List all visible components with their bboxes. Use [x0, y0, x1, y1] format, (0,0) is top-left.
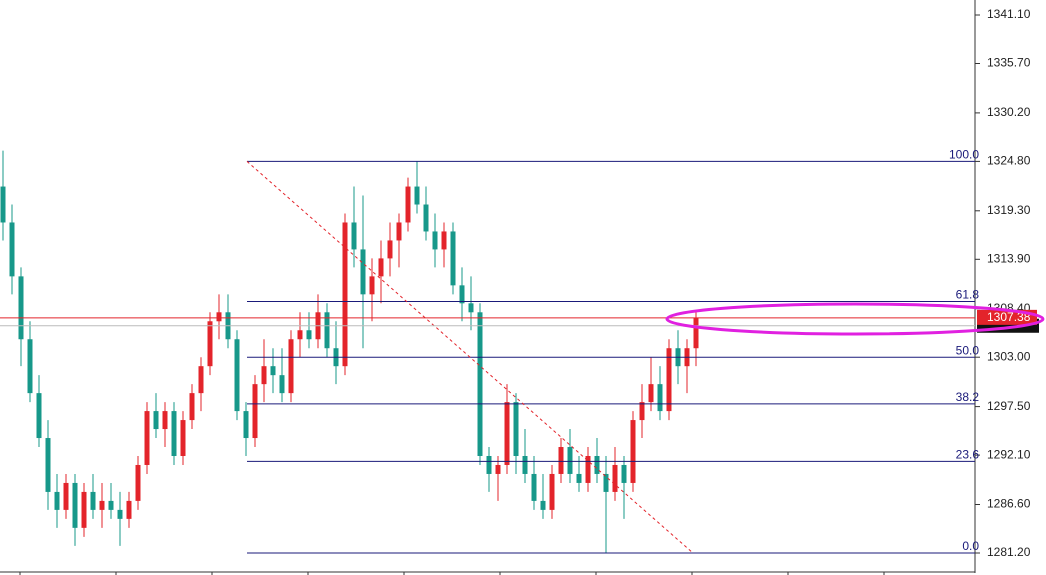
- candle-body: [288, 339, 294, 394]
- candle-body: [81, 491, 87, 528]
- candle-body: [621, 464, 627, 483]
- candle-body: [405, 186, 411, 223]
- candle-body: [279, 375, 285, 394]
- candle-body: [18, 276, 24, 340]
- y-tick-label: 1335.70: [987, 56, 1031, 70]
- candle-body: [90, 491, 96, 510]
- candle-body: [648, 384, 654, 403]
- candle-body: [243, 411, 249, 439]
- candle-body: [540, 500, 546, 510]
- candle-body: [450, 231, 456, 286]
- y-tick-label: 1281.20: [987, 545, 1031, 559]
- candle-body: [45, 438, 51, 492]
- candle-body: [207, 321, 213, 367]
- candle-body: [261, 366, 267, 385]
- candle-body: [531, 473, 537, 501]
- candle-body: [558, 447, 564, 474]
- candle-body: [549, 473, 555, 510]
- candle-body: [576, 473, 582, 483]
- candle-body: [567, 447, 573, 474]
- candle-body: [657, 384, 663, 412]
- candle-body: [99, 500, 105, 510]
- candle-body: [513, 402, 519, 456]
- candle-body: [378, 258, 384, 277]
- candle-body: [27, 339, 33, 394]
- candle-body: [630, 420, 636, 483]
- candle-body: [63, 482, 69, 510]
- fib-level-label: 61.8: [956, 288, 980, 302]
- candle-body: [594, 455, 600, 474]
- layer: 1341.10 1335.70 1330.20 1324.80 1319.30 1313.…: [975, 7, 1031, 559]
- candle-body: [693, 317, 699, 349]
- candle-body: [306, 330, 312, 340]
- candle-body: [459, 285, 465, 304]
- candle-body: [612, 464, 618, 492]
- fib-level-label: 38.2: [956, 390, 980, 404]
- y-tick-label: 1313.90: [987, 251, 1031, 265]
- fib-level-label: 0.0: [962, 539, 979, 553]
- candle-body: [153, 411, 159, 430]
- candle-body: [0, 186, 6, 223]
- candle-body: [180, 420, 186, 456]
- y-tick-label: 1324.80: [987, 154, 1031, 168]
- candle-body: [162, 411, 168, 430]
- candle-body: [486, 455, 492, 474]
- candle-body: [126, 500, 132, 519]
- candle-body: [36, 393, 42, 439]
- candle-body: [396, 222, 402, 241]
- candle-body: [144, 411, 150, 465]
- y-tick-label: 1319.30: [987, 203, 1031, 217]
- candle-body: [117, 509, 123, 519]
- y-tick-label: 1330.20: [987, 105, 1031, 119]
- candle-body: [216, 312, 222, 322]
- fib-level-label: 23.6: [956, 448, 980, 462]
- candle-body: [198, 366, 204, 394]
- y-tick-label: 1303.00: [987, 349, 1031, 363]
- candle-body: [639, 402, 645, 421]
- candle-body: [297, 330, 303, 340]
- candle-body: [72, 482, 78, 528]
- candle-body: [504, 402, 510, 465]
- candle-body: [603, 473, 609, 492]
- candle-body: [666, 348, 672, 412]
- candle-body: [324, 312, 330, 349]
- candle-body: [252, 384, 258, 439]
- candle-body: [522, 455, 528, 474]
- candle-body: [495, 464, 501, 474]
- candle-body: [9, 222, 15, 277]
- candle-body: [477, 312, 483, 456]
- candle-body: [360, 249, 366, 295]
- candle-body: [135, 464, 141, 501]
- candle-body: [369, 276, 375, 295]
- highlight-ellipse: [665, 302, 1045, 336]
- y-tick-label: 1292.10: [987, 447, 1031, 461]
- candle-body: [387, 240, 393, 259]
- candle-body: [441, 231, 447, 250]
- candle-body: [234, 339, 240, 412]
- fib-level-label: 100.0: [949, 148, 979, 162]
- candle-body: [108, 500, 114, 510]
- candle-body: [351, 222, 357, 250]
- candle-body: [189, 393, 195, 421]
- candle-body: [468, 303, 474, 313]
- y-tick-label: 1341.10: [987, 7, 1031, 21]
- candle-body: [585, 455, 591, 483]
- current-price-label: 1307.38: [987, 310, 1031, 324]
- candle-body: [423, 204, 429, 232]
- candle-body: [414, 186, 420, 205]
- candle-body: [342, 222, 348, 367]
- layer: 100.0 61.8 50.0 38.2 23.6 0.0 1307.38: [0, 148, 1039, 554]
- fib-level-label: 50.0: [956, 343, 980, 357]
- fib-trend-line: [246, 161, 694, 554]
- candle-body: [270, 366, 276, 376]
- layer: [0, 150, 699, 553]
- candle-body: [171, 411, 177, 456]
- candle-body: [54, 491, 60, 510]
- candle-body: [432, 231, 438, 250]
- y-tick-label: 1297.50: [987, 399, 1031, 413]
- y-tick-label: 1286.60: [987, 497, 1031, 511]
